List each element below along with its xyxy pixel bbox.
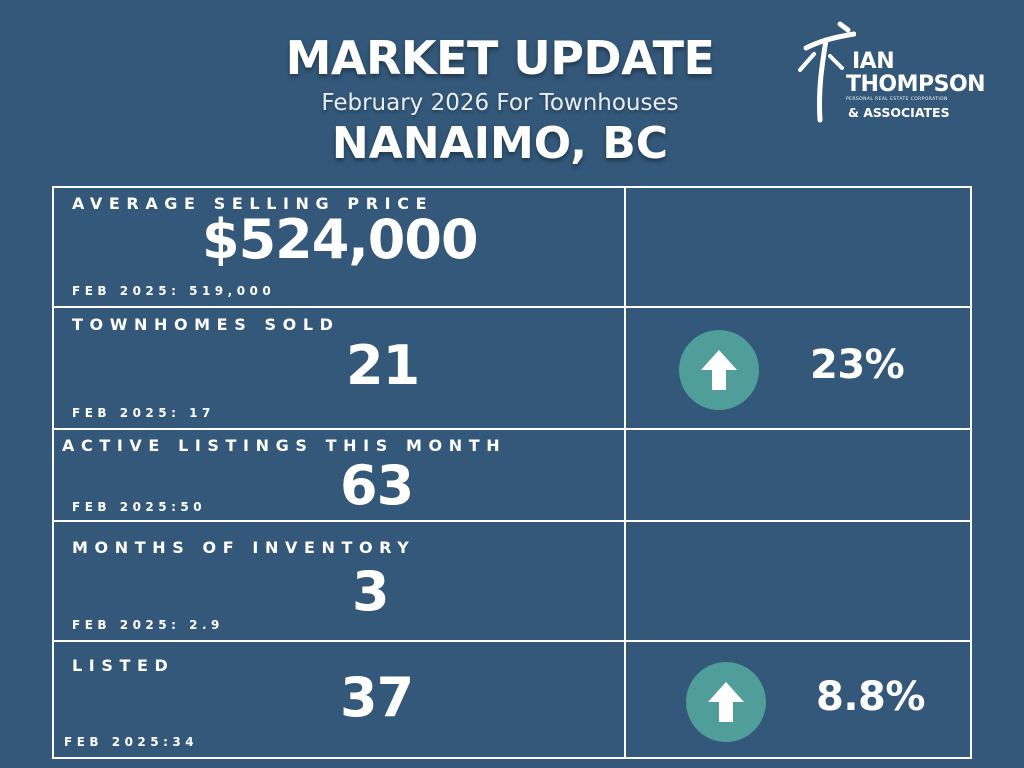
row-divider <box>52 306 972 308</box>
stat-previous: FEB 2025: 17 <box>72 406 215 420</box>
stat-value: 63 <box>340 454 414 517</box>
stat-value: 21 <box>346 334 420 397</box>
brand-logo: IAN THOMPSON PERSONAL REAL ESTATE CORPOR… <box>796 20 1001 130</box>
row-divider <box>52 520 972 522</box>
stat-label: TOWNHOMES SOLD <box>72 315 340 334</box>
table-frame <box>52 186 972 759</box>
stats-table: AVERAGE SELLING PRICE $524,000 FEB 2025:… <box>52 186 972 759</box>
row-divider <box>52 428 972 430</box>
logo-tagline: PERSONAL REAL ESTATE CORPORATION <box>846 97 948 102</box>
logo-name-first: IAN <box>852 49 895 74</box>
stat-previous: FEB 2025:34 <box>64 735 199 749</box>
header: MARKET UPDATE February 2026 For Townhous… <box>230 28 770 170</box>
stat-previous: FEB 2025:50 <box>72 500 207 514</box>
stat-label: ACTIVE LISTINGS THIS MONTH <box>62 436 507 455</box>
page-title: MARKET UPDATE <box>285 31 715 85</box>
stat-value: $524,000 <box>202 208 479 271</box>
logo-name-last: THOMPSON <box>846 72 986 97</box>
arrow-up-icon <box>686 662 766 742</box>
stat-previous: FEB 2025: 519,000 <box>72 284 276 298</box>
stat-label: MONTHS OF INVENTORY <box>72 538 416 557</box>
stat-previous: FEB 2025: 2.9 <box>72 618 224 632</box>
location-title: NANAIMO, BC <box>331 118 669 169</box>
arrow-up-icon <box>679 330 759 410</box>
page-subtitle: February 2026 For Townhouses <box>321 90 679 116</box>
row-divider <box>52 640 972 642</box>
stat-label: AVERAGE SELLING PRICE <box>72 194 434 213</box>
change-percent: 23% <box>810 342 905 388</box>
column-divider <box>624 186 626 759</box>
logo-mark-icon <box>798 21 856 123</box>
stat-label: LISTED <box>72 656 175 675</box>
change-percent: 8.8% <box>816 674 925 720</box>
stat-value: 3 <box>352 560 390 623</box>
logo-associates: & ASSOCIATES <box>848 105 950 120</box>
stat-value: 37 <box>340 666 414 729</box>
